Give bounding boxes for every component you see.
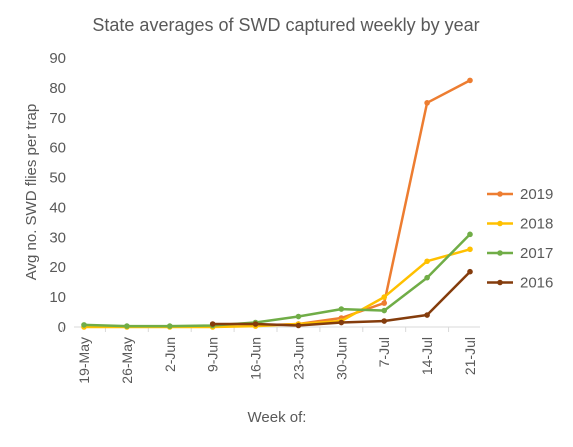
data-point-2017 xyxy=(381,307,388,314)
y-tick-label: 40 xyxy=(49,199,66,216)
legend-label-2017: 2017 xyxy=(520,245,553,262)
y-tick-label: 0 xyxy=(58,319,66,336)
legend-label-2016: 2016 xyxy=(520,275,553,292)
y-axis-label: Avg no. SWD flies per trap xyxy=(23,104,40,280)
data-point-2017 xyxy=(81,322,87,328)
y-tick-label: 30 xyxy=(49,229,66,246)
legend-label-2019: 2019 xyxy=(520,186,553,203)
y-tick-label: 60 xyxy=(49,140,66,157)
y-tick-label: 10 xyxy=(49,289,66,306)
y-tick-label: 70 xyxy=(49,110,66,127)
legend-marker-2018 xyxy=(497,220,503,227)
y-tick-label: 80 xyxy=(49,80,66,97)
x-axis-label: Week of: xyxy=(248,409,307,426)
legend-marker-2019 xyxy=(497,191,503,197)
chart-title: State averages of SWD captured weekly by… xyxy=(92,15,479,35)
x-tick-label: 9-Jun xyxy=(205,337,221,372)
y-tick-label: 50 xyxy=(49,170,66,187)
x-tick-label: 21-Jul xyxy=(462,337,478,375)
x-tick-label: 26-May xyxy=(119,337,135,384)
data-point-2019 xyxy=(381,300,388,306)
x-tick-label: 7-Jul xyxy=(376,337,392,367)
data-point-2016 xyxy=(295,322,302,329)
data-point-2016 xyxy=(467,268,473,275)
x-tick-label: 2-Jun xyxy=(162,337,178,372)
y-tick-label: 20 xyxy=(49,259,66,276)
data-point-2016 xyxy=(209,321,216,327)
data-point-2016 xyxy=(381,318,388,324)
x-tick-label: 23-Jun xyxy=(290,337,306,380)
x-tick-label: 16-Jun xyxy=(248,337,264,380)
data-point-2017 xyxy=(467,231,473,238)
data-point-2016 xyxy=(338,319,345,326)
x-tick-label: 14-Jul xyxy=(419,337,435,375)
data-point-2019 xyxy=(467,77,473,84)
y-axis: 0 10 20 30 40 50 60 70 80 90 xyxy=(49,50,66,336)
x-tick-label: 19-May xyxy=(76,337,92,384)
series-layer xyxy=(81,77,473,330)
data-point-2019 xyxy=(424,100,430,106)
data-point-2017 xyxy=(295,313,302,320)
data-point-2018 xyxy=(381,294,388,300)
y-tick-label: 90 xyxy=(49,50,66,67)
data-point-2016 xyxy=(252,321,259,327)
data-point-2017 xyxy=(166,323,173,329)
legend: 2019 2018 2017 2016 xyxy=(487,186,553,292)
series-line-2017 xyxy=(83,233,471,328)
legend-marker-2017 xyxy=(497,250,503,256)
data-point-2017 xyxy=(124,323,130,329)
data-point-2017 xyxy=(424,274,430,281)
data-point-2018 xyxy=(424,258,430,265)
series-line-2019 xyxy=(255,79,471,327)
legend-label-2018: 2018 xyxy=(520,216,553,233)
legend-marker-2016 xyxy=(497,279,503,286)
data-point-2018 xyxy=(467,246,473,253)
data-point-2016 xyxy=(424,312,430,318)
x-tick-label: 30-Jun xyxy=(333,337,349,380)
data-point-2017 xyxy=(338,306,345,312)
x-axis: 19-May 26-May 2-Jun 9-Jun 16-Jun 23-Jun 30-Jun… xyxy=(62,326,480,384)
